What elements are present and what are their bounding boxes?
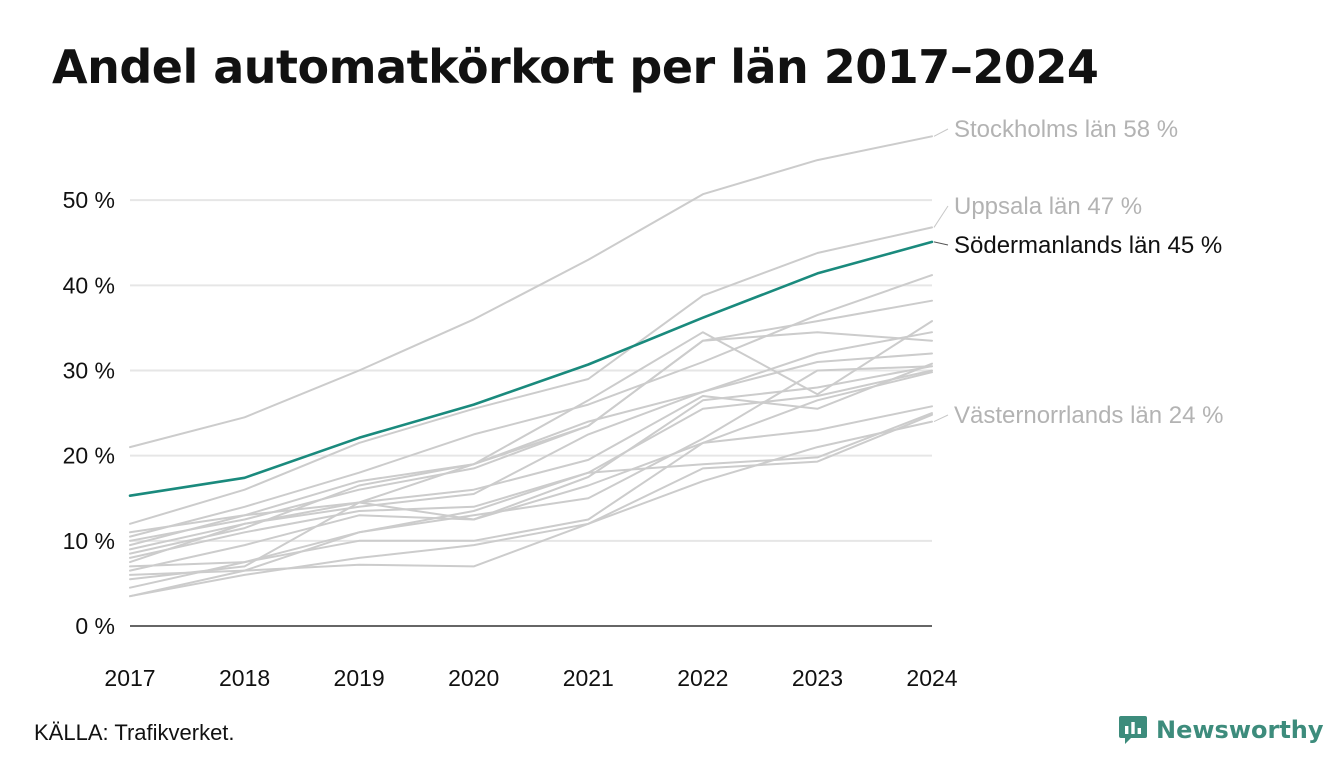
series-label-vasternorrlands-lan: Västernorrlands län 24 % xyxy=(954,402,1223,429)
series-line-county-18 xyxy=(129,413,933,576)
series-line-county-14 xyxy=(129,371,933,572)
series-label-stockholms-lan: Stockholms län 58 % xyxy=(954,116,1178,143)
newsworthy-logo-icon xyxy=(1119,716,1147,744)
label-leader-stockholms-lan xyxy=(933,128,949,137)
label-leader-vasternorrlands-lan xyxy=(933,414,949,423)
series-line-county-12 xyxy=(129,365,933,581)
series-line-sodermanlands-lan xyxy=(128,240,934,497)
y-tick-label-30: 30 % xyxy=(63,358,115,384)
series-line-county-9 xyxy=(129,331,933,542)
series-line-county-10 xyxy=(129,352,933,564)
series-line-stockholms-lan xyxy=(129,135,933,449)
series-line-county-17 xyxy=(129,412,933,589)
x-tick-label-2019: 2019 xyxy=(334,665,385,691)
y-tick-label-50: 50 % xyxy=(63,187,115,213)
series-line-uppsala-lan xyxy=(129,226,933,525)
x-tick-label-2024: 2024 xyxy=(906,665,957,691)
series-line-county-8 xyxy=(129,331,933,555)
y-tick-label-40: 40 % xyxy=(63,272,115,298)
y-tick-label-10: 10 % xyxy=(63,528,115,554)
label-leader-uppsala-lan xyxy=(933,205,949,228)
series-lines xyxy=(128,135,934,598)
x-tick-label-2018: 2018 xyxy=(219,665,270,691)
x-tick-label-2022: 2022 xyxy=(677,665,728,691)
y-tick-labels: 0 % 10 % 20 % 30 % 40 % 50 % xyxy=(63,187,115,639)
x-tick-label-2023: 2023 xyxy=(792,665,843,691)
series-line-county-5 xyxy=(129,274,933,538)
series-line-county-16 xyxy=(129,405,933,568)
series-line-county-15 xyxy=(129,365,933,598)
x-tick-label-2020: 2020 xyxy=(448,665,499,691)
x-tick-labels: 2017 2018 2019 2020 2021 2022 2023 2024 xyxy=(104,665,957,691)
series-line-vasternorrlands-lan xyxy=(129,420,933,598)
chart-title: Andel automatkörkort per län 2017–2024 xyxy=(52,40,1099,94)
x-tick-label-2017: 2017 xyxy=(104,665,155,691)
source-note: KÄLLA: Trafikverket. xyxy=(34,720,235,745)
series-line-county-13 xyxy=(129,369,933,559)
label-leader-sodermanlands-lan xyxy=(933,241,949,246)
series-label-sodermanlands-lan: Södermanlands län 45 % xyxy=(954,232,1222,259)
y-tick-label-0: 0 % xyxy=(75,613,115,639)
y-tick-label-20: 20 % xyxy=(63,443,115,469)
x-tick-label-2021: 2021 xyxy=(563,665,614,691)
brand-name: Newsworthy xyxy=(1156,716,1324,744)
brand-logo[interactable]: Newsworthy xyxy=(1118,714,1324,746)
series-label-uppsala-lan: Uppsala län 47 % xyxy=(954,193,1142,220)
series-line-county-6 xyxy=(129,299,933,534)
series-labels: Stockholms län 58 % Uppsala län 47 % Söder… xyxy=(933,116,1223,429)
